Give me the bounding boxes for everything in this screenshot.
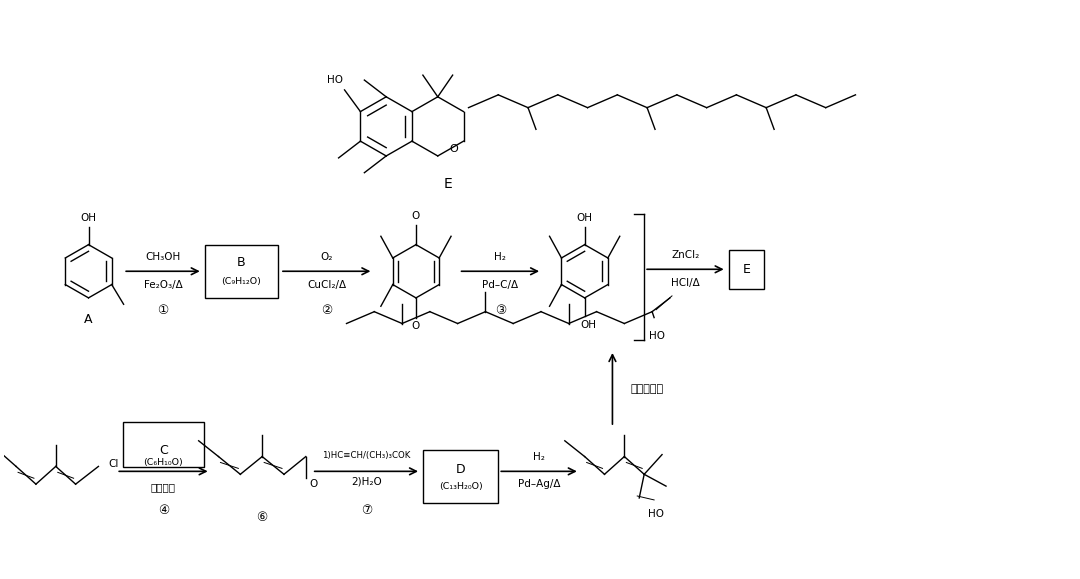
Text: ③: ③ bbox=[495, 304, 505, 317]
Bar bbox=[729, 250, 765, 289]
Text: 2)H₂O: 2)H₂O bbox=[351, 476, 381, 486]
Text: HO: HO bbox=[648, 509, 664, 519]
Text: 1)HC≡CH/(CH₃)₃COK: 1)HC≡CH/(CH₃)₃COK bbox=[322, 451, 410, 460]
Text: E: E bbox=[443, 177, 453, 190]
Text: HO: HO bbox=[649, 331, 665, 341]
Text: HCl/Δ: HCl/Δ bbox=[671, 278, 700, 288]
Text: ①: ① bbox=[158, 304, 168, 317]
Text: O: O bbox=[310, 479, 318, 489]
Text: A: A bbox=[84, 313, 93, 326]
Text: 碱性条件: 碱性条件 bbox=[151, 482, 176, 492]
Text: O: O bbox=[411, 211, 420, 221]
Text: O: O bbox=[411, 321, 420, 331]
Text: ②: ② bbox=[321, 304, 333, 317]
Text: O₂: O₂ bbox=[321, 252, 333, 262]
Text: (C₉H₁₂O): (C₉H₁₂O) bbox=[221, 277, 261, 285]
Text: C: C bbox=[159, 444, 167, 457]
Text: 经多步反应: 经多步反应 bbox=[631, 383, 663, 394]
Text: ⑥: ⑥ bbox=[257, 511, 268, 524]
Text: ⑦: ⑦ bbox=[361, 504, 372, 517]
Text: Pd–C/Δ: Pd–C/Δ bbox=[483, 280, 518, 290]
Text: O: O bbox=[449, 144, 458, 153]
Bar bbox=[123, 422, 204, 467]
Text: OH: OH bbox=[81, 213, 96, 223]
Text: H₂: H₂ bbox=[495, 252, 507, 262]
Text: HO: HO bbox=[326, 75, 342, 85]
Text: (C₁₃H₂₀O): (C₁₃H₂₀O) bbox=[438, 482, 483, 490]
Text: ④: ④ bbox=[158, 504, 170, 517]
Text: OH: OH bbox=[577, 213, 593, 223]
Text: B: B bbox=[237, 256, 245, 269]
Text: OH: OH bbox=[581, 320, 596, 331]
Text: H₂: H₂ bbox=[534, 452, 545, 461]
Bar bbox=[204, 245, 278, 298]
Text: ZnCl₂: ZnCl₂ bbox=[672, 251, 700, 261]
Text: Pd–Ag/Δ: Pd–Ag/Δ bbox=[517, 479, 561, 489]
Text: CuCl₂/Δ: CuCl₂/Δ bbox=[307, 280, 347, 290]
Text: Cl: Cl bbox=[108, 460, 119, 470]
Text: E: E bbox=[742, 263, 751, 276]
Bar bbox=[423, 450, 498, 503]
Text: D: D bbox=[456, 463, 465, 476]
Text: (C₆H₁₀O): (C₆H₁₀O) bbox=[144, 458, 184, 467]
Text: CH₃OH: CH₃OH bbox=[146, 252, 180, 262]
Text: Fe₂O₃/Δ: Fe₂O₃/Δ bbox=[144, 280, 183, 290]
